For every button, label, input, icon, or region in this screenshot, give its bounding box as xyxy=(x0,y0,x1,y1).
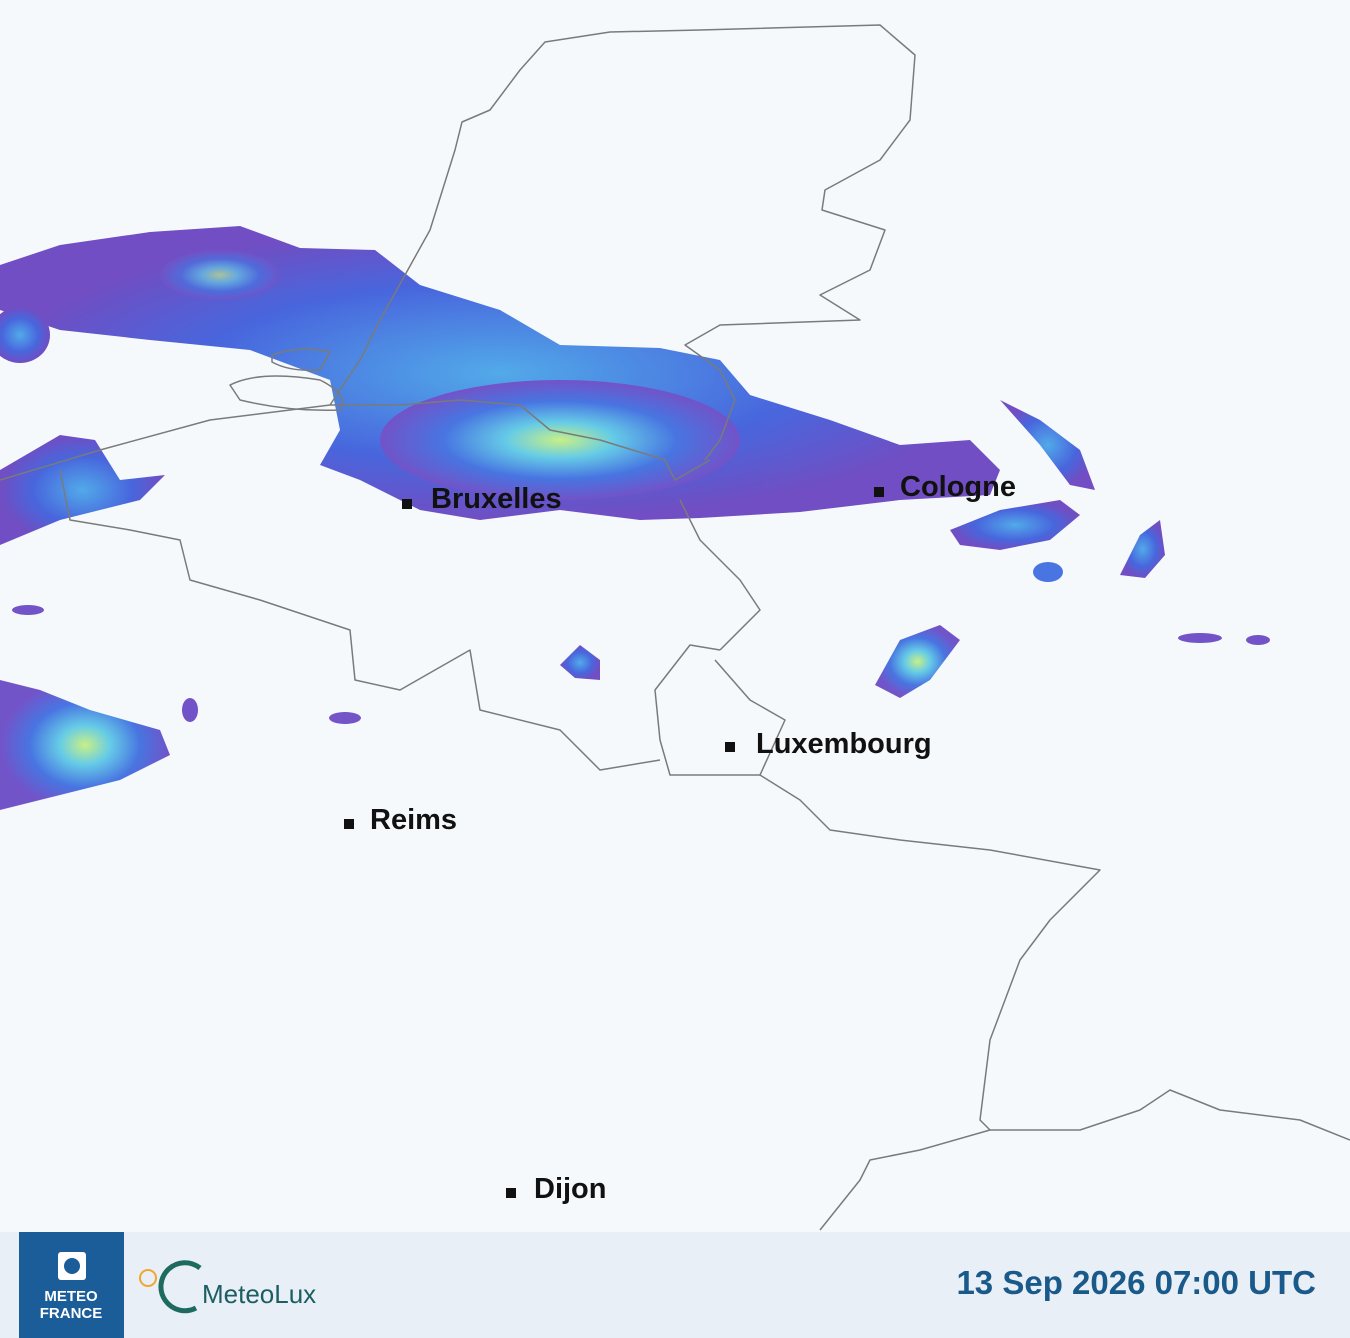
meteo-france-logo xyxy=(19,1232,124,1338)
city-marker xyxy=(506,1188,516,1198)
city-marker xyxy=(874,487,884,497)
rain-area xyxy=(0,435,165,545)
rain-area xyxy=(0,307,50,363)
rain-area xyxy=(560,645,600,680)
lu-border xyxy=(654,644,786,776)
island xyxy=(229,375,344,412)
city-marker xyxy=(725,742,735,752)
rain-area xyxy=(182,698,198,722)
coast-nl-de-border xyxy=(0,24,916,481)
city-label: Luxembourg xyxy=(756,728,932,760)
city-label: Reims xyxy=(370,804,457,836)
borders xyxy=(0,24,1350,1231)
meteolux-sun xyxy=(139,1269,157,1287)
island xyxy=(271,348,331,372)
ch-de-border xyxy=(990,1089,1350,1141)
rain-area xyxy=(950,500,1080,550)
rain-area xyxy=(875,625,960,698)
timestamp: 13 Sep 2026 07:00 UTC xyxy=(956,1264,1316,1301)
map-background xyxy=(0,0,1350,1232)
cities: Bruxelles Cologne Luxembourg Reims Dijon xyxy=(344,471,1016,1205)
rain-core xyxy=(380,380,740,500)
logo-text: FRANCE xyxy=(40,1305,103,1322)
meteolux-text: MeteoLux xyxy=(202,1279,316,1309)
radar-echoes xyxy=(0,226,1270,810)
rain-area xyxy=(329,712,361,724)
city-marker xyxy=(344,819,354,829)
footer-background xyxy=(0,1232,1350,1338)
city-marker xyxy=(402,499,412,509)
fr-ch-border xyxy=(819,1129,991,1231)
rain-area xyxy=(1120,520,1165,578)
logo-text: METEO xyxy=(44,1288,98,1305)
logo-icon xyxy=(64,1258,80,1274)
city-label: Cologne xyxy=(900,471,1016,503)
meteolux-logo xyxy=(158,1260,202,1314)
rain-area xyxy=(0,226,1000,520)
rain-area xyxy=(1033,562,1063,582)
city-label: Dijon xyxy=(534,1173,607,1205)
rain-area xyxy=(1246,635,1270,645)
footer: METEO FRANCE MeteoLux 13 Sep 2026 07:00 … xyxy=(0,1232,1350,1338)
rain-area xyxy=(12,605,44,615)
city-label: Bruxelles xyxy=(431,483,562,515)
be-de-border xyxy=(679,499,761,651)
be-nl-border xyxy=(330,399,711,481)
rain-area xyxy=(1000,400,1095,490)
fr-de-border xyxy=(759,774,1101,1131)
be-fr-border xyxy=(59,469,661,771)
rain-area xyxy=(1178,633,1222,643)
rain-area xyxy=(0,680,170,810)
rain-core xyxy=(160,250,280,300)
